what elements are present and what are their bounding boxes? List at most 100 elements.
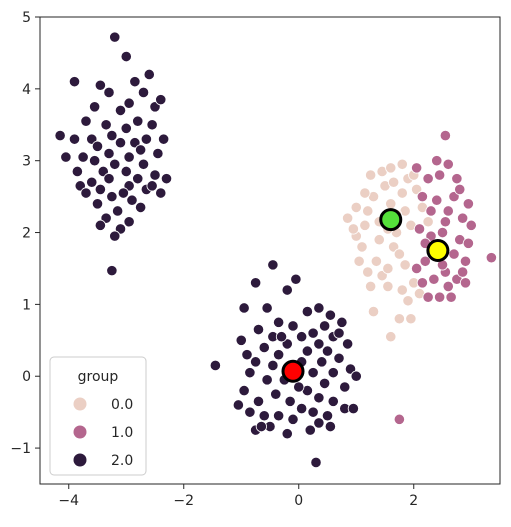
data-point-group-0.0 [351, 202, 361, 212]
y-tick-label: 1 [22, 297, 31, 313]
data-point-group-2.0 [133, 116, 143, 126]
data-point-group-2.0 [296, 332, 306, 342]
data-point-group-0.0 [354, 256, 364, 266]
data-point-group-2.0 [95, 184, 105, 194]
data-point-group-1.0 [455, 184, 465, 194]
data-point-group-1.0 [434, 170, 444, 180]
data-point-group-2.0 [242, 349, 252, 359]
data-point-group-2.0 [276, 332, 286, 342]
data-point-group-2.0 [104, 148, 114, 158]
data-point-group-2.0 [282, 429, 292, 439]
data-point-group-2.0 [133, 173, 143, 183]
data-point-group-2.0 [291, 274, 301, 284]
data-point-group-2.0 [253, 324, 263, 334]
data-point-group-1.0 [466, 220, 476, 230]
data-point-group-0.0 [400, 260, 410, 270]
data-point-group-2.0 [328, 396, 338, 406]
data-point-group-2.0 [319, 321, 329, 331]
data-point-group-2.0 [107, 265, 117, 275]
data-point-group-2.0 [138, 87, 148, 97]
data-point-group-2.0 [256, 421, 266, 431]
data-point-group-2.0 [150, 170, 160, 180]
data-point-group-2.0 [311, 457, 321, 467]
data-point-group-0.0 [365, 281, 375, 291]
data-point-group-0.0 [383, 263, 393, 273]
data-point-group-2.0 [69, 134, 79, 144]
data-point-group-0.0 [403, 296, 413, 306]
data-point-group-2.0 [334, 328, 344, 338]
data-point-group-1.0 [446, 292, 456, 302]
data-point-group-0.0 [368, 306, 378, 316]
data-point-group-1.0 [417, 278, 427, 288]
data-point-group-2.0 [250, 357, 260, 367]
data-point-group-1.0 [423, 292, 433, 302]
data-point-group-0.0 [394, 249, 404, 259]
data-point-group-0.0 [365, 170, 375, 180]
data-point-group-1.0 [437, 227, 447, 237]
data-point-group-2.0 [268, 360, 278, 370]
data-point-group-2.0 [233, 400, 243, 410]
data-point-group-2.0 [95, 80, 105, 90]
data-point-group-2.0 [273, 317, 283, 327]
data-point-group-2.0 [239, 385, 249, 395]
data-point-group-0.0 [397, 188, 407, 198]
data-point-group-1.0 [417, 191, 427, 201]
data-point-group-2.0 [288, 321, 298, 331]
data-point-group-2.0 [322, 411, 332, 421]
data-point-group-2.0 [302, 346, 312, 356]
data-point-group-2.0 [141, 134, 151, 144]
data-point-group-2.0 [348, 403, 358, 413]
data-point-group-2.0 [161, 173, 171, 183]
data-point-group-0.0 [342, 213, 352, 223]
y-tick-label: −1 [10, 441, 31, 457]
data-point-group-0.0 [357, 242, 367, 252]
data-point-group-1.0 [443, 159, 453, 169]
data-point-group-2.0 [107, 130, 117, 140]
data-point-group-2.0 [158, 134, 168, 144]
data-point-group-2.0 [271, 389, 281, 399]
highlight-marker-red [283, 361, 303, 381]
data-point-group-1.0 [414, 224, 424, 234]
data-point-group-2.0 [115, 138, 125, 148]
data-point-group-2.0 [92, 199, 102, 209]
data-point-group-0.0 [423, 217, 433, 227]
data-point-group-2.0 [268, 260, 278, 270]
data-point-group-2.0 [282, 285, 292, 295]
data-point-group-2.0 [130, 76, 140, 86]
data-point-group-2.0 [135, 145, 145, 155]
legend-marker-1 [74, 426, 87, 439]
data-point-group-2.0 [285, 396, 295, 406]
data-point-group-2.0 [124, 217, 134, 227]
data-point-group-2.0 [127, 195, 137, 205]
data-point-group-2.0 [308, 328, 318, 338]
data-point-group-2.0 [288, 414, 298, 424]
data-point-group-2.0 [104, 87, 114, 97]
data-point-group-2.0 [262, 375, 272, 385]
data-point-group-2.0 [92, 141, 102, 151]
data-point-group-2.0 [156, 94, 166, 104]
data-point-group-0.0 [397, 159, 407, 169]
data-point-group-1.0 [460, 256, 470, 266]
x-tick-label: 2 [409, 493, 418, 509]
data-point-group-2.0 [89, 102, 99, 112]
data-point-group-2.0 [308, 407, 318, 417]
legend-label-1: 1.0 [111, 425, 133, 441]
data-point-group-1.0 [432, 195, 442, 205]
data-point-group-1.0 [411, 263, 421, 273]
data-point-group-2.0 [115, 105, 125, 115]
data-point-group-2.0 [262, 303, 272, 313]
x-axis: −4 −2 0 2 [58, 484, 418, 509]
data-point-group-2.0 [302, 306, 312, 316]
data-point-group-0.0 [383, 281, 393, 291]
data-point-group-1.0 [394, 414, 404, 424]
data-point-group-2.0 [156, 188, 166, 198]
highlight-marker-yellow [428, 241, 448, 261]
y-tick-label: 3 [22, 154, 31, 170]
data-point-group-1.0 [426, 206, 436, 216]
data-point-group-1.0 [452, 173, 462, 183]
data-point-group-0.0 [371, 256, 381, 266]
data-point-group-1.0 [463, 238, 473, 248]
data-point-group-2.0 [72, 166, 82, 176]
data-point-group-0.0 [397, 285, 407, 295]
data-point-group-0.0 [394, 314, 404, 324]
